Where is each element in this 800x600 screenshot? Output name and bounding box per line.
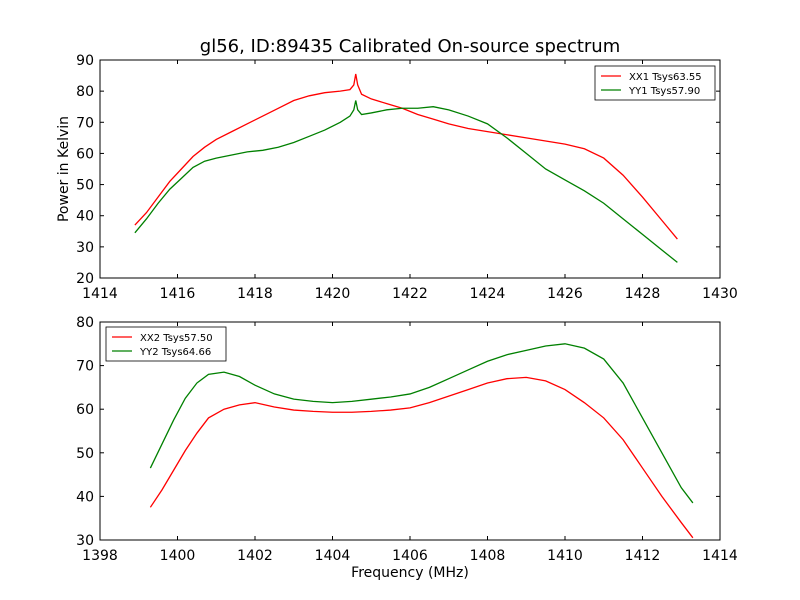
legend: XX2 Tsys57.50 YY2 Tsys64.66	[105, 326, 227, 362]
x-tick-label: 1410	[547, 548, 583, 564]
y-tick-label: 60	[76, 146, 94, 162]
y-tick-label: 70	[76, 359, 94, 375]
x-tick-label: 1414	[702, 548, 738, 564]
x-tick-label: 1412	[625, 548, 661, 564]
x-tick-label: 1418	[237, 286, 273, 302]
x-tick-label: 1404	[315, 548, 351, 564]
y-tick-label: 40	[76, 209, 94, 225]
series-group	[134, 73, 678, 263]
x-tick-label: 1424	[470, 286, 506, 302]
series-line-xx2	[149, 376, 694, 539]
series-line-yy2	[149, 343, 694, 504]
x-tick-label: 1416	[160, 286, 196, 302]
x-tick-label: 1406	[392, 548, 428, 564]
y-tick-label: 40	[76, 489, 94, 505]
y-tick-label: 80	[76, 315, 94, 331]
y-tick-label: 50	[76, 446, 94, 462]
y-axis-label: Power in Kelvin	[56, 116, 72, 222]
chart-title: gl56, ID:89435 Calibrated On-source spec…	[200, 36, 620, 57]
y-tick-label: 50	[76, 178, 94, 194]
legend-label: YY1 Tsys57.90	[628, 86, 700, 97]
series-group	[149, 343, 694, 539]
x-tick-label: 1402	[237, 548, 273, 564]
legend: XX1 Tsys63.55 YY1 Tsys57.90	[594, 65, 716, 101]
x-tick-label: 1426	[547, 286, 583, 302]
legend-label: XX2 Tsys57.50	[140, 333, 213, 344]
x-tick-label: 1430	[702, 286, 738, 302]
legend-label: YY2 Tsys64.66	[139, 347, 211, 358]
legend-box	[594, 65, 716, 101]
y-tick-label: 30	[76, 533, 94, 549]
x-tick-label: 1414	[82, 286, 118, 302]
y-tick-label: 70	[76, 115, 94, 131]
x-axis-label: Frequency (MHz)	[351, 565, 469, 581]
x-tick-label: 1420	[315, 286, 351, 302]
series-line-yy1	[134, 100, 678, 263]
y-tick-label: 60	[76, 402, 94, 418]
series-line-xx1	[134, 73, 678, 240]
y-tick-label: 30	[76, 240, 94, 256]
y-tick-label: 80	[76, 84, 94, 100]
x-tick-label: 1400	[160, 548, 196, 564]
y-tick-label: 20	[76, 271, 94, 287]
top-panel: 1414 1416 1418 1420 1422 1424 1426 1428 1430 20 30…	[76, 53, 738, 302]
bottom-panel: 1398 1400 1402 1404 1406 1408 1410 1412 1414 30 40…	[76, 315, 738, 564]
y-tick-label: 90	[76, 53, 94, 69]
x-tick-label: 1428	[625, 286, 661, 302]
legend-box	[105, 326, 227, 362]
x-tick-label: 1408	[470, 548, 506, 564]
x-tick-label: 1422	[392, 286, 428, 302]
x-tick-label: 1398	[82, 548, 118, 564]
legend-label: XX1 Tsys63.55	[629, 72, 702, 83]
